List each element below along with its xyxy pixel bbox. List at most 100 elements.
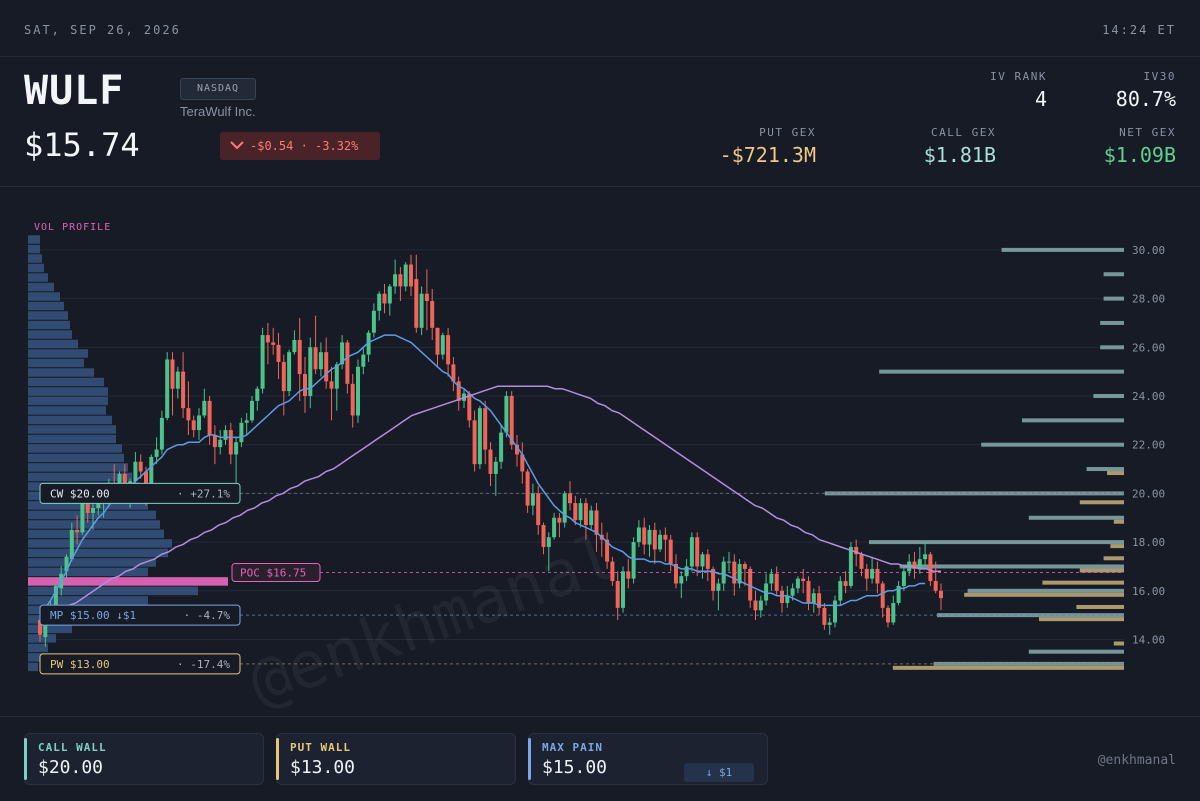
candle: [350, 374, 355, 428]
candle: [742, 561, 747, 586]
candle: [260, 327, 265, 394]
time-label: 14:24 ET: [1102, 23, 1176, 37]
candle-body: [324, 352, 329, 382]
candle-body: [483, 408, 488, 450]
candle-body: [605, 539, 610, 562]
chart-canvas: @enkhmanal VOL PROFILE CW $20.00 · +27.1% P…: [28, 222, 1165, 716]
candle-body: [886, 607, 890, 623]
y-tick-label: 20.00: [1132, 487, 1165, 500]
candle: [207, 396, 212, 445]
candle-body: [737, 564, 742, 584]
candle: [848, 542, 853, 589]
candle: [652, 522, 657, 565]
y-tick-label: 24.00: [1132, 390, 1165, 403]
volume-profile-bar: [28, 425, 116, 434]
candle: [557, 512, 562, 538]
candle-body: [880, 583, 885, 608]
ma-fast-line: [39, 334, 926, 614]
candle: [621, 566, 625, 613]
candle: [493, 456, 498, 496]
candle: [928, 551, 933, 586]
call-gex-bar: [967, 588, 1124, 593]
candle-body: [658, 534, 663, 550]
candle: [393, 259, 398, 294]
candle-body: [859, 554, 864, 569]
candle-body: [716, 583, 721, 591]
candle-body: [589, 510, 594, 526]
volume-profile-bar: [28, 349, 88, 358]
candle: [562, 490, 567, 528]
candle: [753, 590, 758, 621]
candle: [430, 288, 435, 340]
last-price: $15.74: [24, 126, 140, 164]
candle-body: [472, 420, 477, 465]
candle-body: [361, 354, 366, 367]
candle: [154, 437, 159, 465]
candle: [573, 495, 578, 526]
candle-body: [356, 366, 360, 416]
volume-profile-bar: [28, 634, 56, 643]
y-tick-label: 30.00: [1132, 244, 1165, 257]
candle-body: [668, 539, 673, 565]
call-gex-bar: [1103, 272, 1124, 277]
put-gex-bar: [1079, 500, 1124, 505]
max-pain-label: MAX PAIN: [542, 741, 603, 754]
candle-body: [313, 347, 318, 370]
candle-body: [218, 439, 223, 448]
candle: [419, 286, 424, 336]
candle: [281, 354, 286, 416]
candle-body: [271, 342, 276, 345]
candle: [287, 349, 292, 396]
put-gex-label: PUT GEX: [759, 126, 816, 139]
candle: [250, 396, 254, 423]
candle-body: [642, 527, 647, 545]
candle-body: [901, 571, 906, 586]
candle-body: [149, 456, 154, 489]
candle: [663, 527, 668, 562]
candle: [255, 386, 260, 411]
candle-body: [165, 359, 170, 418]
candle-body: [371, 310, 376, 333]
candle: [939, 583, 943, 611]
iv30-stat: IV30 80.7%: [1116, 70, 1176, 111]
candle-body: [435, 327, 440, 355]
candle-body: [191, 420, 196, 431]
candle: [594, 503, 599, 552]
candle-body: [875, 568, 880, 584]
poc-label: POC $16.75: [240, 567, 306, 580]
candle: [303, 357, 307, 414]
candle-body: [265, 335, 270, 343]
volume-profile-bar: [28, 339, 78, 349]
put-gex-bar: [964, 592, 1124, 597]
candle-body: [377, 293, 382, 311]
quote-header: WULF NASDAQ TeraWulf Inc. $15.74 -$0.54 …: [0, 56, 1200, 187]
put-gex-bar: [1107, 471, 1124, 476]
candle: [170, 352, 175, 416]
candle: [265, 322, 270, 365]
call-gex-bar: [937, 613, 1124, 618]
volume-profile-bar: [28, 263, 44, 273]
volume-profile-bar: [28, 567, 148, 577]
candle: [689, 532, 694, 572]
candle-body: [499, 432, 504, 462]
candle-body: [403, 264, 408, 287]
candle-body: [509, 396, 514, 445]
candle-body: [811, 593, 816, 603]
candle: [175, 366, 180, 399]
candle: [912, 551, 917, 579]
candle: [891, 595, 896, 625]
net-gex-value: $1.09B: [1103, 143, 1176, 167]
candle-body: [488, 449, 493, 474]
volume-profile-bar: [28, 406, 106, 415]
max-pain-shift-badge: ↓ $1: [684, 763, 754, 782]
candle: [467, 391, 472, 428]
volume-profile-bar: [28, 244, 40, 254]
candle-body: [520, 454, 525, 472]
candle-body: [801, 578, 806, 582]
candle: [218, 430, 223, 455]
candle-body: [393, 274, 398, 287]
candle: [568, 481, 572, 511]
candle-body: [154, 449, 159, 457]
y-tick-label: 22.00: [1132, 439, 1165, 452]
candle-body: [827, 622, 832, 625]
